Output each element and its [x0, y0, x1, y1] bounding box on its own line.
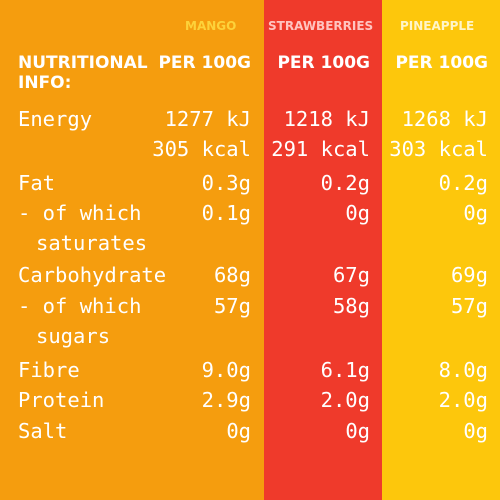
row-label-salt: Salt — [18, 419, 68, 443]
cell-fat-mango: 0.3g — [201, 171, 251, 195]
cell-saturates-mango: 0.1g — [201, 201, 251, 225]
cell-energy-kj-pineapple: 1268 kJ — [401, 107, 488, 131]
row-label-energy: Energy — [18, 107, 93, 131]
cell-fat-pineapple: 0.2g — [438, 171, 488, 195]
per-100g-mango: PER 100G — [158, 53, 251, 73]
cell-sugars-pineapple: 57g — [450, 294, 488, 318]
cell-carbohydrate-mango: 68g — [213, 263, 251, 287]
cell-saturates-pineapple: 0g — [463, 201, 488, 225]
cell-energy-kj-mango: 1277 kJ — [164, 107, 251, 131]
cell-energy-kcal-pineapple: 303 kcal — [389, 137, 488, 161]
row-label-protein: Protein — [18, 388, 105, 412]
column-heading-mango: MANGO — [185, 19, 237, 33]
table-title-line2: INFO: — [18, 73, 72, 93]
cell-sugars-strawberries: 58g — [332, 294, 370, 318]
cell-carbohydrate-strawberries: 67g — [332, 263, 370, 287]
cell-energy-kcal-strawberries: 291 kcal — [271, 137, 370, 161]
cell-sugars-mango: 57g — [213, 294, 251, 318]
column-heading-strawberries: STRAWBERRIES — [268, 19, 374, 33]
column-heading-pineapple: PINEAPPLE — [400, 19, 475, 33]
per-100g-strawberries: PER 100G — [277, 53, 370, 73]
row-label-of-which-saturates: - of which — [18, 201, 142, 225]
cell-protein-pineapple: 2.0g — [438, 388, 488, 412]
row-label-fat: Fat — [18, 171, 56, 195]
cell-fat-strawberries: 0.2g — [320, 171, 370, 195]
cell-energy-kj-strawberries: 1218 kJ — [283, 107, 370, 131]
cell-protein-mango: 2.9g — [201, 388, 251, 412]
per-100g-pineapple: PER 100G — [395, 53, 488, 73]
cell-fibre-pineapple: 8.0g — [438, 358, 488, 382]
cell-protein-strawberries: 2.0g — [320, 388, 370, 412]
cell-fibre-strawberries: 6.1g — [320, 358, 370, 382]
cell-energy-kcal-mango: 305 kcal — [152, 137, 251, 161]
table-title-line1: NUTRITIONAL — [18, 53, 148, 73]
row-label-sugars: sugars — [36, 324, 111, 348]
pineapple-column-panel — [382, 0, 500, 500]
row-label-saturates: saturates — [36, 231, 148, 255]
row-label-of-which-sugars: - of which — [18, 294, 142, 318]
mango-column-panel — [0, 0, 264, 500]
cell-salt-pineapple: 0g — [463, 419, 488, 443]
row-label-carbohydrate: Carbohydrate — [18, 263, 167, 287]
cell-carbohydrate-pineapple: 69g — [450, 263, 488, 287]
cell-saturates-strawberries: 0g — [345, 201, 370, 225]
row-label-fibre: Fibre — [18, 358, 80, 382]
cell-fibre-mango: 9.0g — [201, 358, 251, 382]
cell-salt-mango: 0g — [226, 419, 251, 443]
strawberries-column-panel — [264, 0, 382, 500]
cell-salt-strawberries: 0g — [345, 419, 370, 443]
